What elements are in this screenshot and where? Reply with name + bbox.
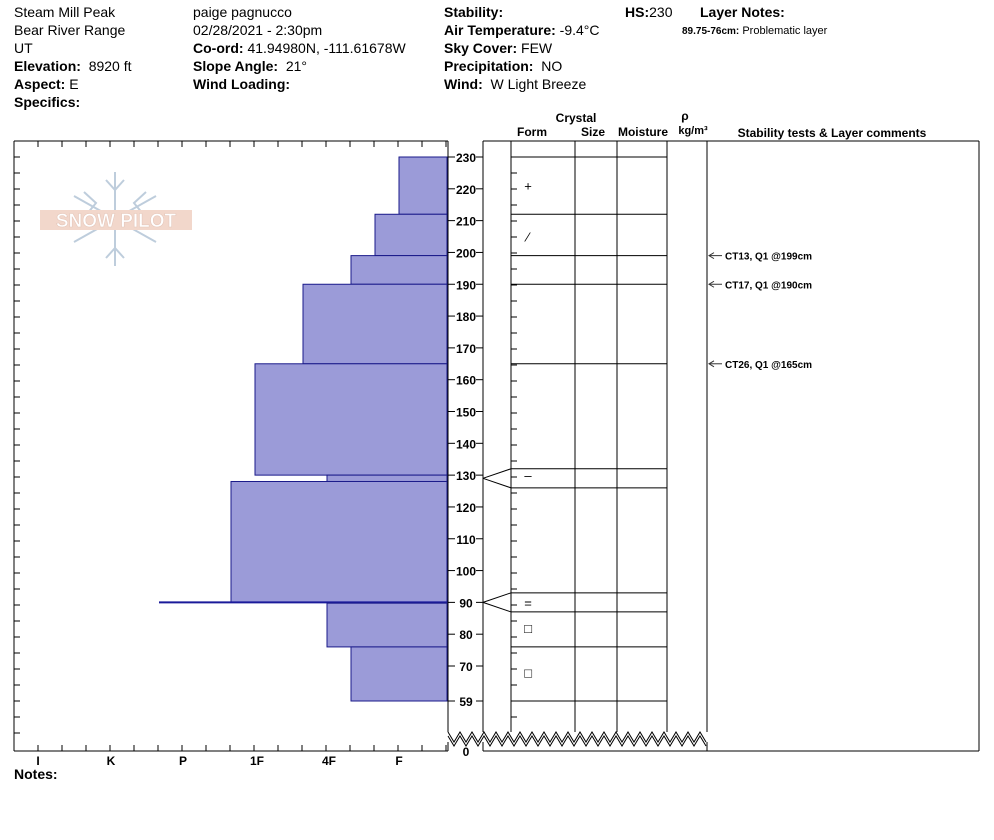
height-tick-label: 160 — [456, 374, 476, 388]
moisture-header: Moisture — [618, 125, 668, 139]
height-tick-label: 70 — [459, 660, 473, 674]
height-tick-label: 90 — [459, 596, 473, 610]
hardness-bar — [350, 255, 448, 285]
mountain-range: Bear River Range — [14, 22, 126, 38]
height-tick-label: 120 — [456, 501, 476, 515]
boundary-connector — [482, 601, 512, 613]
hardness-tick-label: 1F — [250, 754, 264, 768]
air-temperature: Air Temperature: -9.4°C — [444, 22, 600, 38]
density-unit: kg/m³ — [678, 125, 708, 137]
hardness-tick-label: F — [395, 754, 402, 768]
hardness-tick-label: 4F — [322, 754, 336, 768]
size-header: Size — [581, 125, 605, 139]
height-tick-label: 200 — [456, 246, 476, 260]
crystal-form-symbol: □ — [524, 621, 532, 636]
boundary-connector — [482, 468, 512, 479]
height-tick-label: 110 — [456, 533, 476, 547]
stratigraphy: + ⁄ – = □ □ — [482, 140, 980, 752]
stability-header: Stability tests & Layer comments — [738, 126, 927, 140]
height-tick-label: 0 — [463, 745, 470, 759]
observer: paige pagnucco — [193, 4, 292, 20]
boundary-connector — [482, 477, 512, 489]
coordinates: Co-ord: 41.94980N, -111.61678W — [193, 40, 406, 56]
crystal-header: Crystal — [556, 111, 597, 125]
stability-test-label: CT26, Q1 @165cm — [725, 360, 812, 371]
height-tick-label: 130 — [456, 469, 476, 483]
location: Steam Mill Peak — [14, 4, 116, 20]
height-tick-label: 80 — [459, 628, 473, 642]
height-tick-label: 100 — [456, 565, 476, 579]
height-tick-label: 59 — [459, 695, 473, 709]
crystal-form-symbol: □ — [524, 665, 532, 680]
test-arrowhead — [708, 280, 715, 288]
test-arrowhead — [708, 252, 715, 260]
hardness-bar — [326, 602, 448, 648]
crystal-form-symbol: + — [524, 179, 532, 194]
hardness-bars — [159, 156, 448, 702]
snow-height: HS:230 — [625, 4, 673, 20]
notes-label: Notes: — [14, 766, 58, 782]
layer-notes-label: Layer Notes: — [700, 4, 785, 20]
height-tick-label: 210 — [456, 215, 476, 229]
hardness-bar — [350, 646, 448, 702]
axes: I K P 1F 4F F 230 220 210 200 190 180 170 160 150 140 13… — [13, 140, 707, 768]
height-tick-label: 150 — [456, 406, 476, 420]
height-tick-label: 170 — [456, 342, 476, 356]
crystal-form-symbol: = — [524, 595, 532, 610]
state: UT — [14, 40, 33, 56]
wind-loading: Wind Loading: — [193, 76, 291, 92]
snowpilot-logo: SNOW PILOT — [40, 172, 192, 266]
precipitation: Precipitation: NO — [444, 58, 563, 74]
hardness-bar — [254, 363, 448, 476]
logo-text: SNOW PILOT — [56, 211, 177, 232]
specifics: Specifics: — [14, 94, 81, 110]
height-tick-label: 140 — [456, 437, 476, 451]
hardness-tick-label: P — [179, 754, 187, 768]
height-tick-label: 220 — [456, 183, 476, 197]
height-tick-label: 190 — [456, 278, 476, 292]
stability-test-label: CT13, Q1 @199cm — [725, 252, 812, 263]
form-header: Form — [517, 125, 547, 139]
height-tick-label: 230 — [456, 151, 476, 165]
density-symbol: ρ — [681, 109, 688, 123]
hardness-bar — [302, 283, 448, 365]
profile-header: Steam Mill Peak Bear River Range UT Elev… — [0, 0, 994, 115]
layer-note: 89.75-76cm: Problematic layer — [682, 25, 828, 37]
height-tick-label: 180 — [456, 310, 476, 324]
axis-break — [447, 735, 707, 747]
sky-cover: Sky Cover: FEW — [444, 40, 553, 56]
hardness-tick-label: K — [107, 754, 116, 768]
hardness-bar — [374, 213, 448, 257]
date-time: 02/28/2021 - 2:30pm — [193, 22, 323, 38]
crystal-form-symbol: – — [524, 468, 532, 483]
stability-test-label: CT17, Q1 @190cm — [725, 280, 812, 291]
wind: Wind: W Light Breeze — [444, 76, 587, 92]
hardness-bar — [326, 474, 448, 482]
boundary-connector — [482, 592, 512, 603]
test-arrowhead — [708, 360, 715, 368]
stability-tests: CT13, Q1 @199cm CT17, Q1 @190cm CT26, Q1 @… — [708, 252, 812, 371]
stability: Stability: — [444, 4, 504, 20]
hardness-tick-label: I — [36, 754, 39, 768]
aspect: Aspect: E — [14, 76, 79, 92]
crystal-form-symbol: ⁄ — [524, 230, 531, 245]
slope-angle: Slope Angle: 21° — [193, 58, 307, 74]
hardness-bar — [398, 156, 448, 215]
elevation: Elevation: 8920 ft — [14, 58, 132, 74]
axis-break — [447, 731, 707, 743]
hardness-bar — [230, 480, 448, 603]
